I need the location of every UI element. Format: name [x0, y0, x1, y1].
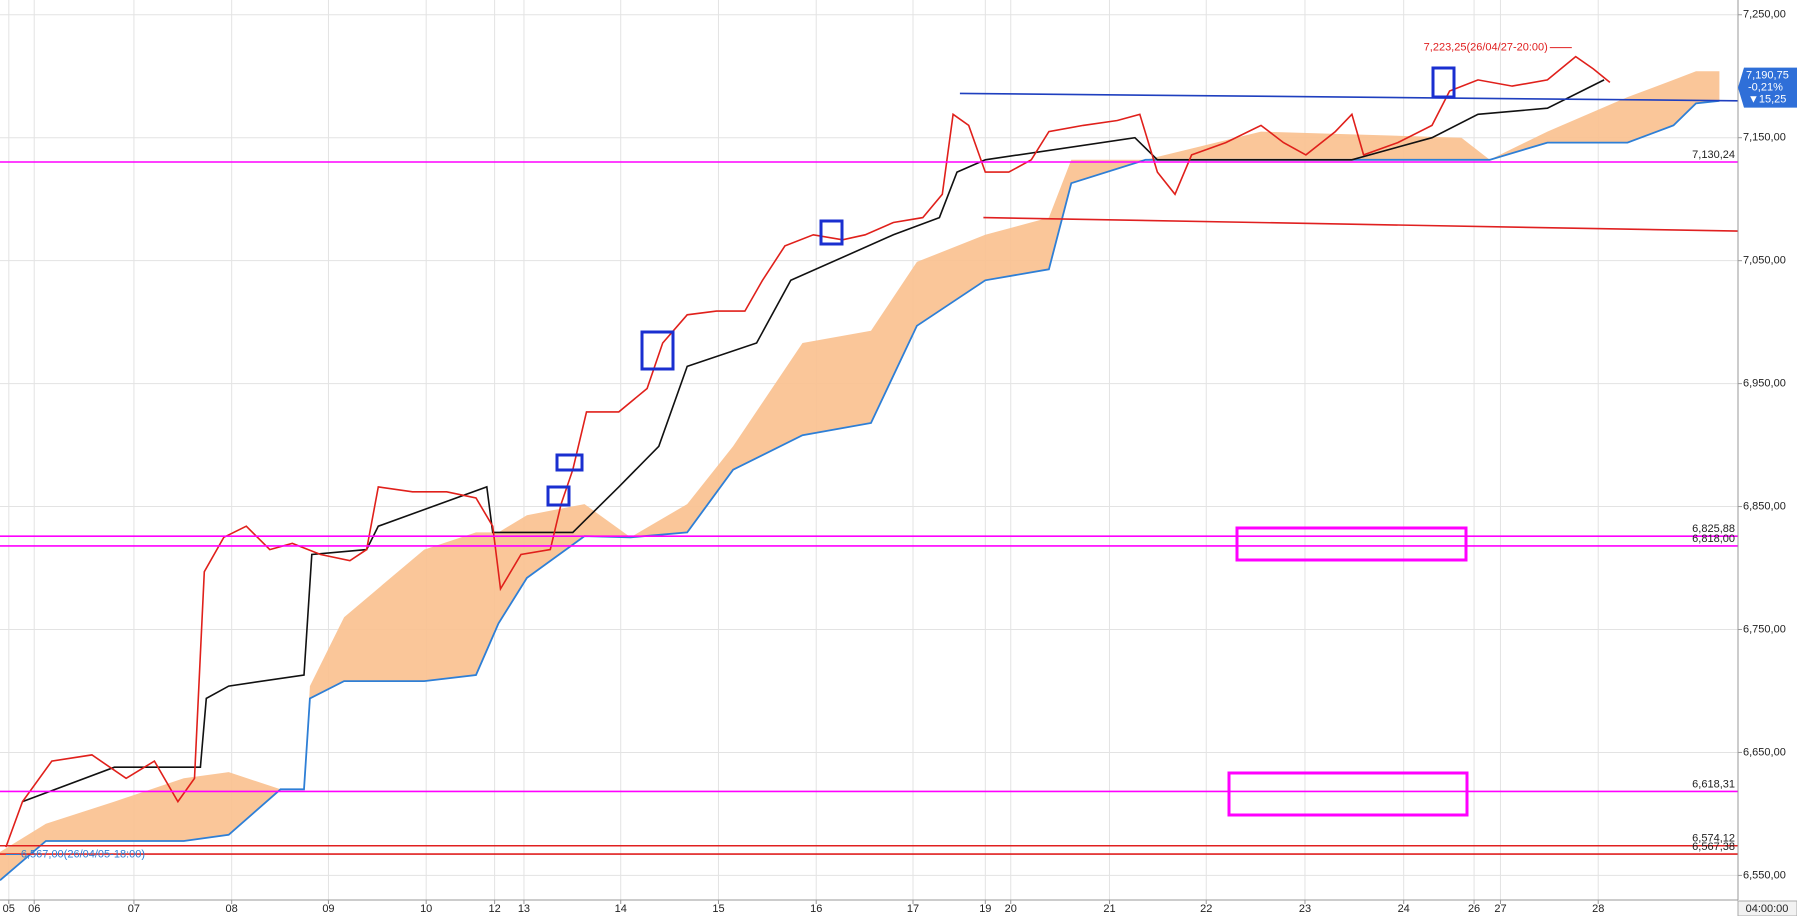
x-tick-label: 27 — [1494, 903, 1506, 915]
y-tick-label: 6,750,00 — [1743, 623, 1786, 635]
y-tick-label: 6,650,00 — [1743, 746, 1786, 758]
trendline — [983, 216, 1739, 232]
x-tick-label: 28 — [1592, 903, 1604, 915]
x-tick-label: 21 — [1103, 903, 1115, 915]
current-price: 7,190,75 — [1746, 70, 1789, 82]
y-tick-label: 7,150,00 — [1743, 132, 1786, 144]
level-label: 6,574,12 — [1692, 833, 1735, 845]
zone-box — [1227, 771, 1469, 817]
x-tick-label: 07 — [128, 903, 140, 915]
x-tick-label: 24 — [1398, 903, 1410, 915]
level-label: 6,825,88 — [1692, 523, 1735, 535]
span-b-line — [0, 99, 1720, 881]
signal-box — [819, 219, 844, 246]
y-tick-label: 7,250,00 — [1743, 9, 1786, 21]
signal-box — [640, 330, 675, 371]
current-change: -0,21% — [1748, 82, 1783, 94]
x-tick-label: 26 — [1468, 903, 1480, 915]
current-price-box — [1738, 67, 1797, 108]
high-label: 7,223,25(26/04/27-20:00) — [1424, 42, 1548, 54]
level-label: 6,567,38 — [1692, 841, 1735, 853]
level-label: 6,818,00 — [1692, 533, 1735, 545]
x-tick-label: 13 — [518, 903, 530, 915]
y-tick-label: 6,550,00 — [1743, 869, 1786, 881]
x-tick-label: 22 — [1200, 903, 1212, 915]
x-tick-label: 16 — [810, 903, 822, 915]
x-tick-label: 20 — [1005, 903, 1017, 915]
y-tick-label: 7,050,00 — [1743, 255, 1786, 267]
y-tick-label: 6,850,00 — [1743, 500, 1786, 512]
zone-box — [1235, 526, 1468, 562]
y-tick-label: 6,950,00 — [1743, 378, 1786, 390]
signal-box — [555, 453, 584, 472]
x-tick-label: 14 — [615, 903, 627, 915]
x-tick-label: 19 — [979, 903, 991, 915]
x-tick-label: 05 — [3, 903, 15, 915]
x-tick-label: 15 — [712, 903, 724, 915]
x-tick-label: 08 — [226, 903, 238, 915]
cursor-time: 04:00:00 — [1746, 903, 1789, 915]
x-tick-label: 17 — [907, 903, 919, 915]
cloud-area — [0, 71, 1720, 881]
x-tick-label: 12 — [488, 903, 500, 915]
current-delta: ▼15,25 — [1748, 94, 1786, 106]
level-label: 6,618,31 — [1692, 778, 1735, 790]
trendline — [959, 92, 1739, 102]
low-label: 6,567,00(26/04/05-18:00) — [21, 848, 145, 860]
kijun-line — [22, 79, 1605, 803]
level-label: 7,130,24 — [1692, 149, 1735, 161]
x-tick-label: 10 — [420, 903, 432, 915]
price-line — [5, 55, 1611, 848]
x-tick-label: 06 — [28, 903, 40, 915]
signal-box — [546, 485, 571, 507]
x-tick-label: 09 — [322, 903, 334, 915]
signal-box — [1431, 66, 1456, 99]
cursor-time-box — [1737, 900, 1797, 916]
x-tick-label: 23 — [1299, 903, 1311, 915]
